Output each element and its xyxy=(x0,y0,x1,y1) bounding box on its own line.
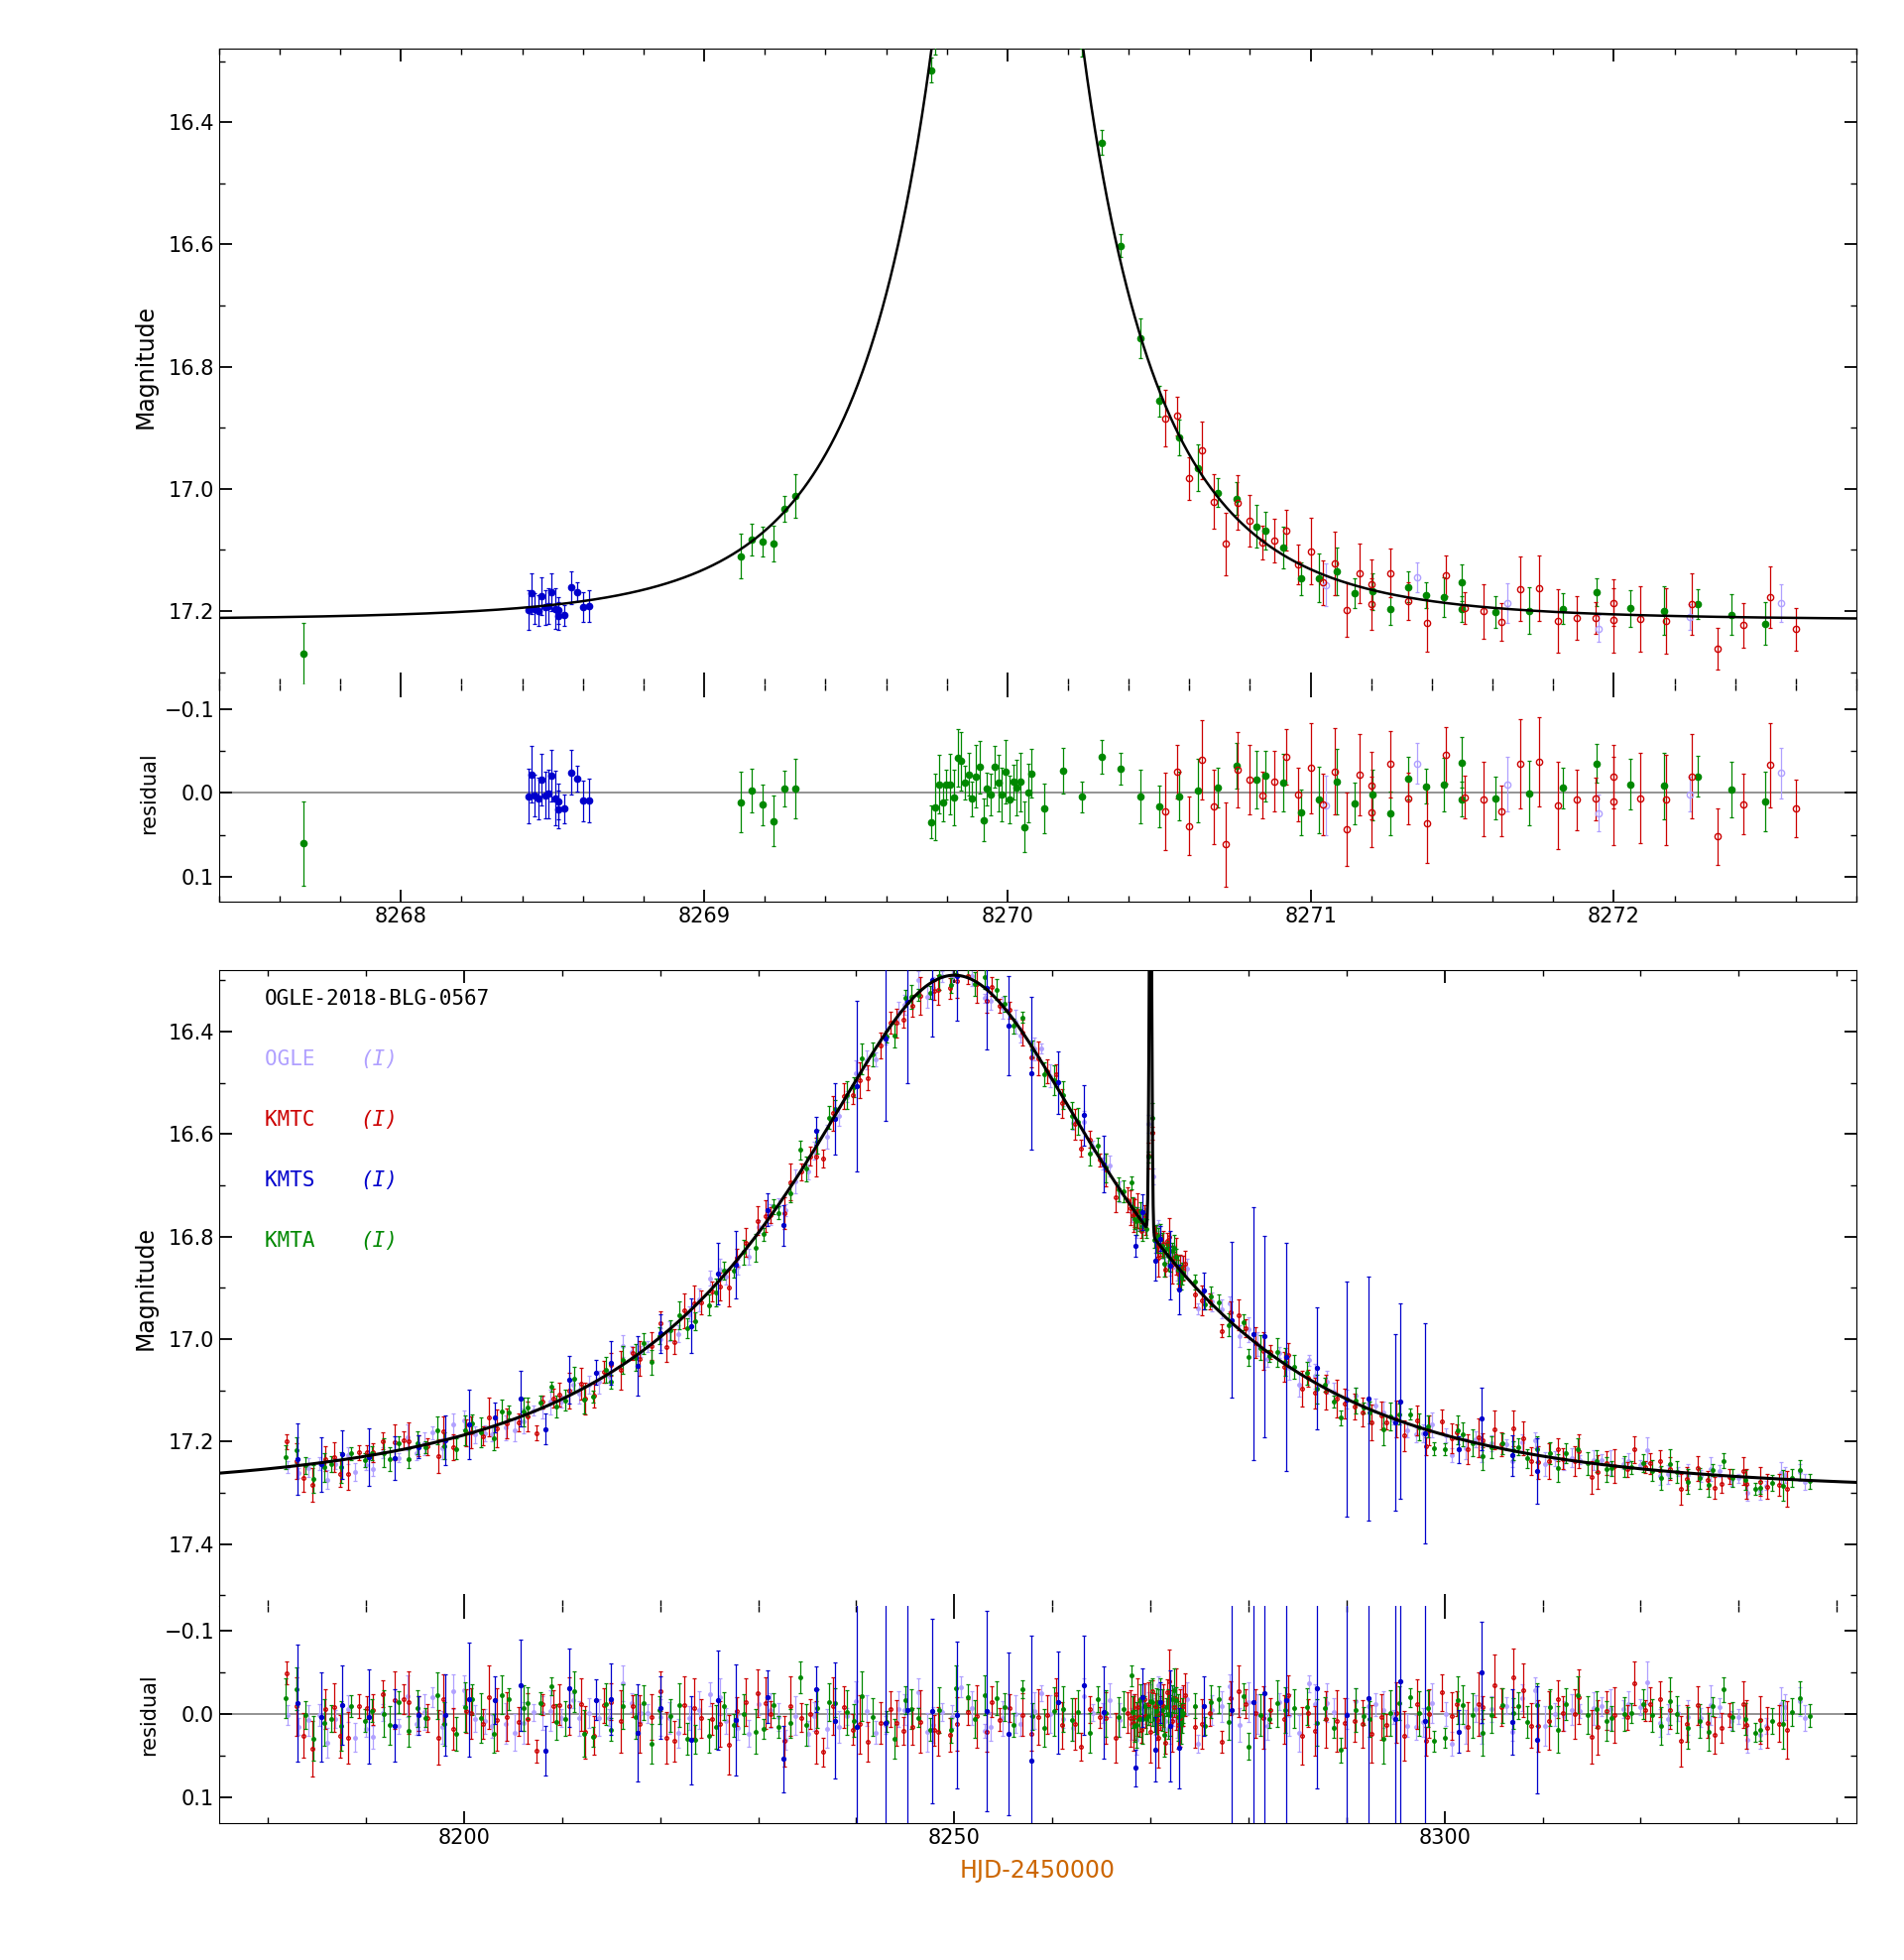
Y-axis label: residual: residual xyxy=(139,1674,158,1754)
Text: (I): (I) xyxy=(360,1109,398,1129)
Y-axis label: Magnitude: Magnitude xyxy=(133,304,156,429)
Text: KMTA: KMTA xyxy=(265,1231,327,1250)
Text: KMTC: KMTC xyxy=(265,1109,327,1129)
Text: (I): (I) xyxy=(360,1051,398,1070)
Text: (I): (I) xyxy=(360,1170,398,1190)
X-axis label: HJD-2450000: HJD-2450000 xyxy=(960,1858,1116,1882)
Text: OGLE: OGLE xyxy=(265,1051,327,1070)
Y-axis label: residual: residual xyxy=(139,753,158,833)
Text: OGLE-2018-BLG-0567: OGLE-2018-BLG-0567 xyxy=(265,990,489,1009)
Y-axis label: Magnitude: Magnitude xyxy=(133,1225,156,1350)
Text: (I): (I) xyxy=(360,1231,398,1250)
Text: KMTS: KMTS xyxy=(265,1170,327,1190)
